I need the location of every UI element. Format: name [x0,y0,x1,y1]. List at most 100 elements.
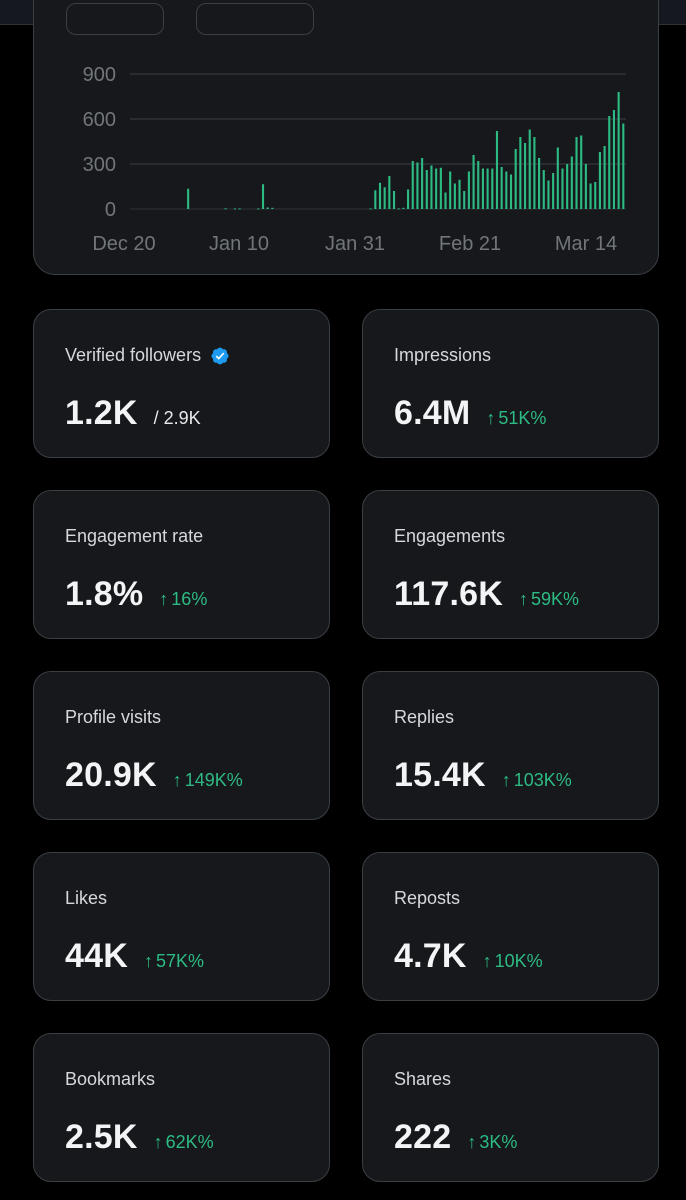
chart-bar [397,208,400,210]
impressions-bar-chart: 900 600 300 0 Dec 20 Jan 10 Jan 31 Feb 21 Mar 1… [83,64,626,255]
metric-change-value: 62K% [165,1132,214,1152]
chart-bar [463,191,466,209]
arrow-up-icon: ↑ [467,1132,477,1152]
date-range-button[interactable] [66,3,164,35]
chart-bar [594,182,597,209]
chart-bar [378,182,382,209]
metric-change: ↑ 3K% [467,1132,517,1153]
chart-bar [598,152,601,209]
metric-card-engagement-rate[interactable]: Engagement rate 1.8% ↑ 16% [33,490,330,639]
metric-change-value: 59K% [530,589,580,609]
metric-change: ↑ 149K% [173,770,243,791]
metric-label-wrap: Verified followers [65,345,230,366]
chart-bar [542,170,545,209]
chart-bar [603,146,606,209]
metric-change: ↑ 62K% [154,1132,214,1153]
chart-bar [472,155,475,209]
chart-bar [388,176,391,209]
metric-value: 15.4K [394,756,486,794]
metric-change-value: 51K% [498,408,547,428]
chart-bar [589,183,592,209]
metric-label: Likes [65,888,108,908]
impressions-chart-card: 900 600 300 0 Dec 20 Jan 10 Jan 31 Feb 21 Mar 1… [33,0,659,275]
chart-bar [566,164,569,209]
metric-card-profile-visits[interactable]: Profile visits 20.9K ↑ 149K% [33,671,330,820]
chart-bar [425,170,428,209]
metric-value: 1.8% [65,575,144,613]
chart-bar [486,168,489,209]
metric-card-verified-followers[interactable]: Verified followers 1.2K / 2.9K [33,309,330,458]
chart-bar [261,184,265,209]
y-tick-label: 900 [83,64,116,86]
chart-bar [622,123,625,209]
chart-bar [421,158,424,209]
chart-bar [224,208,227,210]
metric-change-value: 3K% [479,1132,518,1152]
metric-label: Profile visits [65,707,162,727]
metric-card-replies[interactable]: Replies 15.4K ↑ 103K% [362,671,659,820]
y-tick-label: 0 [105,199,116,221]
chart-bar [402,207,405,209]
chart-bar [444,192,447,209]
metric-selector-button[interactable] [196,3,314,35]
metric-change: ↑ 10K% [483,951,543,972]
metric-change: ↑ 57K% [144,951,204,972]
chart-bar [538,158,541,209]
metric-card-bookmarks[interactable]: Bookmarks 2.5K ↑ 62K% [33,1033,330,1182]
chart-bar [570,156,573,209]
chart-bar [575,137,578,209]
metric-card-reposts[interactable]: Reposts 4.7K ↑ 10K% [362,852,659,1001]
metric-change-value: 103K% [513,770,572,790]
metric-change: ↑ 59K% [519,589,579,610]
metric-value: 20.9K [65,756,157,794]
chart-bar [435,168,438,209]
y-tick-label: 600 [83,109,116,131]
chart-bar [552,173,555,209]
metric-value: 44K [65,937,128,975]
metric-value: 6.4M [394,394,471,432]
metric-label: Replies [394,707,455,727]
chart-bar [411,161,414,209]
chart-bar [369,208,372,210]
chart-bar [266,207,269,209]
y-tick-label: 300 [83,154,116,176]
chart-bar [505,171,508,209]
x-tick-label: Jan 10 [209,233,269,255]
chart-bar [407,189,410,209]
chart-bar [453,183,456,209]
chart-bar [430,165,433,209]
chart-bar [523,143,527,209]
metric-change-value: 10K% [494,951,543,971]
chart-bar [509,174,513,209]
chart-bar [561,168,564,209]
metric-value: 2.5K [65,1118,138,1156]
metric-value-row: 1.2K / 2.9K [65,394,201,433]
metric-card-likes[interactable]: Likes 44K ↑ 57K% [33,852,330,1001]
x-tick-label: Feb 21 [439,233,501,255]
chart-bar [617,92,620,209]
chart-bar [449,171,452,209]
metric-change-value: 57K% [155,951,205,971]
chart-bar [495,131,499,209]
chart-bar [271,207,274,209]
arrow-up-icon: ↑ [172,770,182,790]
arrow-up-icon: ↑ [486,408,496,428]
metric-card-engagements[interactable]: Engagements 117.6K ↑ 59K% [362,490,659,639]
arrow-up-icon: ↑ [143,951,153,971]
chart-bar [439,167,442,209]
chart-bar [528,129,531,209]
metric-label: Bookmarks [65,1069,156,1089]
metric-card-impressions[interactable]: Impressions 6.4M ↑ 51K% [362,309,659,458]
metric-change-value: 16% [171,589,208,609]
metric-label: Reposts [394,888,461,908]
chart-bar [491,168,494,209]
metric-value: 1.2K [65,394,138,432]
chart-bar [257,208,260,210]
chart-bar [608,116,611,209]
chart-bar [481,168,484,209]
metric-value: 117.6K [394,575,503,613]
chart-bar [547,180,550,209]
metric-total: / 2.9K [153,408,201,428]
metric-card-shares[interactable]: Shares 222 ↑ 3K% [362,1033,659,1182]
arrow-up-icon: ↑ [518,589,528,609]
